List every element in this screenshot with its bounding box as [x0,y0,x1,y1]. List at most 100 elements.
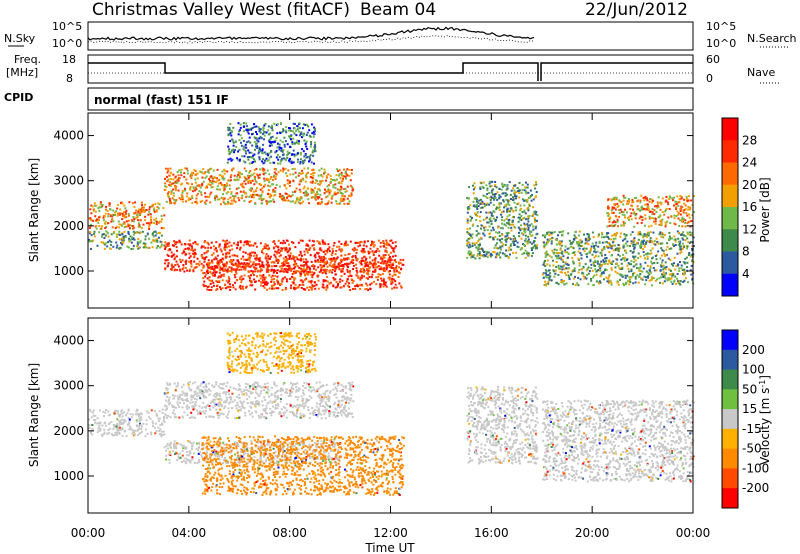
power-cell [215,271,218,274]
power-cell [660,261,663,264]
power-cell [171,254,174,257]
power-cell [370,282,373,285]
power-cell [309,254,312,257]
power-cell [632,260,635,263]
power-cell [268,200,271,203]
power-cell [622,220,625,223]
power-cell [217,275,220,278]
power-cell [338,169,341,172]
power-cell [196,202,199,205]
power-cell [115,246,118,249]
power-cell [305,264,308,266]
power-cell [195,188,198,191]
power-cell [132,225,135,227]
power-region [88,201,166,230]
power-cell [92,209,95,212]
power-cell [199,200,202,203]
power-cell [304,261,307,264]
power-cell [239,277,242,280]
power-cell [118,223,121,226]
power-cell [268,152,271,155]
power-cell [314,182,317,184]
power-cell [122,235,125,238]
power-cell [523,252,526,255]
power-cell [331,179,334,181]
power-cell [608,224,611,227]
power-cell [590,279,593,282]
power-cell [288,269,291,272]
power-cell [123,226,126,229]
power-cell [179,198,182,201]
power-cell [472,254,475,257]
power-cell [598,240,601,243]
power-cell [387,253,390,256]
power-cell [379,267,382,270]
power-cell [310,273,313,276]
power-cell [677,280,679,283]
power-cell [568,278,571,281]
power-cell [361,257,364,260]
power-cell [176,263,179,266]
power-cell [328,184,331,187]
power-cell [216,185,219,188]
power-cell [229,140,232,143]
power-cell [111,218,114,221]
power-cell [514,195,516,198]
power-cell [360,259,363,262]
power-cell [112,232,115,235]
power-cell [310,161,313,164]
power-cell [513,189,516,192]
power-cell [221,184,224,187]
power-cell [203,271,206,274]
power-cell [495,242,498,245]
power-cell [555,261,558,263]
power-cell [525,227,528,230]
power-cell [268,257,271,260]
power-cell [560,265,563,268]
power-cell [317,266,320,269]
power-cell [220,250,223,253]
power-cell [321,179,324,182]
power-cell [656,240,659,243]
power-cell [201,199,204,202]
power-cell [293,127,296,130]
power-cell [322,258,325,261]
power-cell [466,242,469,245]
power-cell [681,247,684,250]
power-cell [362,247,365,250]
noise-tick-right-high: 10^5 [706,20,736,33]
power-cell [104,227,107,229]
power-cell [186,172,189,175]
power-cell [176,171,179,174]
power-cell [470,235,473,238]
power-cell [167,243,170,246]
power-cell [528,224,531,227]
power-cell [525,252,528,255]
power-cell [383,283,386,286]
power-cell [278,148,281,151]
power-cell [506,232,509,235]
power-cell [505,224,507,227]
power-cell [189,188,192,191]
power-cell [385,268,388,271]
power-cell [281,150,284,153]
power-cell [679,207,682,210]
power-cell [544,265,547,267]
power-cell [323,192,326,195]
power-cell [555,281,558,284]
power-cell [165,243,168,246]
power-cell [301,172,304,175]
power-cell [167,249,170,252]
power-cell [276,123,279,126]
power-cell [393,269,396,272]
power-cell [519,248,522,251]
power-cell [380,262,383,265]
power-cell [385,264,388,267]
power-cell [250,280,253,282]
power-cell [130,248,133,250]
power-cell [607,214,610,217]
power-cell [215,249,218,252]
power-cell [246,156,249,159]
power-cell [223,188,226,191]
power-cell [365,272,368,275]
